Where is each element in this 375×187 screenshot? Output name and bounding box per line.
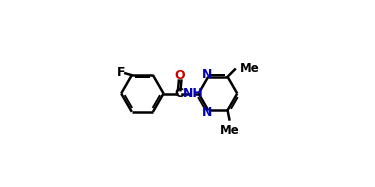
Text: O: O — [175, 69, 186, 82]
Text: F: F — [117, 66, 125, 79]
Text: Me: Me — [219, 124, 239, 137]
Text: N: N — [202, 106, 213, 119]
Text: Me: Me — [240, 62, 259, 75]
Text: NH: NH — [183, 87, 203, 100]
Text: N: N — [202, 68, 213, 81]
Text: C: C — [175, 87, 184, 100]
